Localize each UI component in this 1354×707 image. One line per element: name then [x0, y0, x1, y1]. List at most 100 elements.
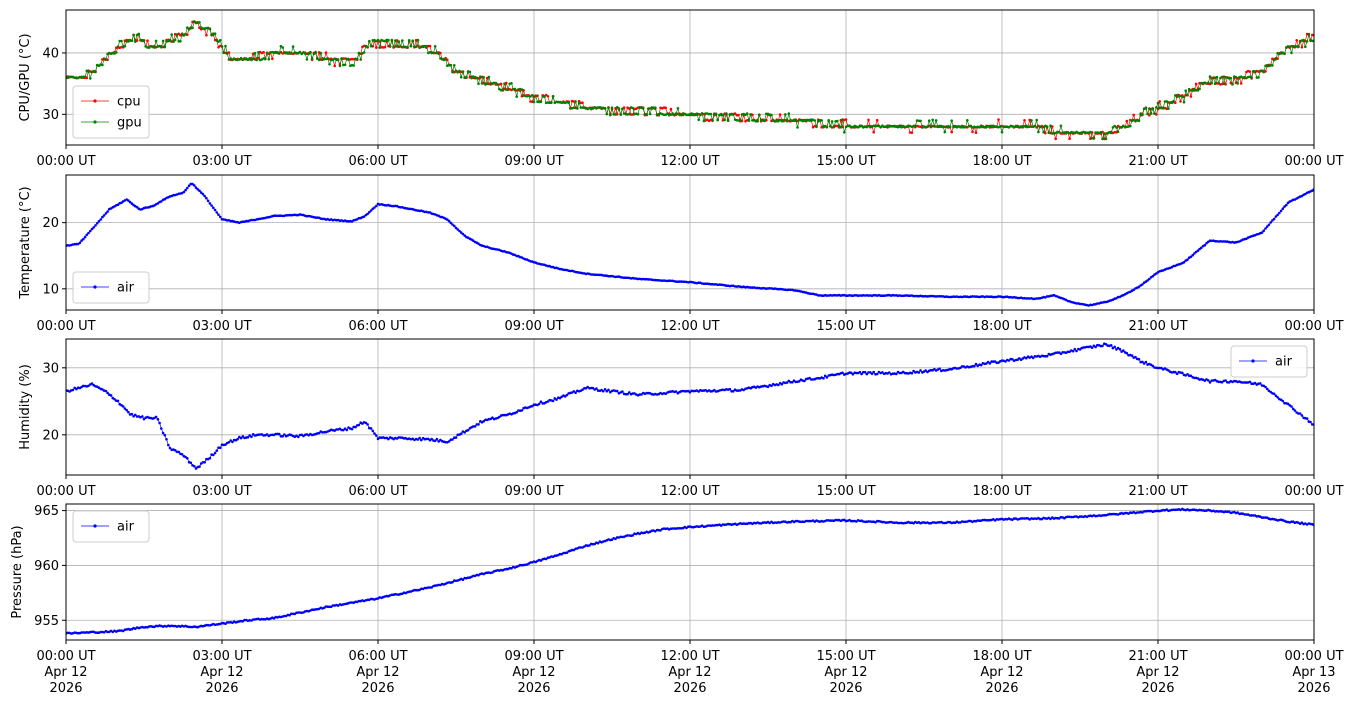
x-tick-label-line: Apr 12: [44, 665, 87, 680]
data-point: [603, 107, 607, 110]
data-point: [1279, 209, 1283, 213]
data-point: [340, 57, 343, 60]
data-point: [1283, 52, 1286, 56]
data-point: [206, 199, 210, 203]
data-point: [338, 64, 342, 68]
data-point: [605, 112, 609, 116]
data-point: [203, 461, 206, 464]
data-point: [130, 39, 134, 43]
data-point: [215, 211, 219, 214]
data-point: [797, 380, 801, 383]
data-point: [839, 126, 843, 129]
data-point: [851, 373, 855, 376]
data-point: [929, 124, 933, 128]
data-point: [1184, 89, 1187, 92]
legend-item-air: air: [81, 520, 135, 535]
data-point: [1239, 82, 1243, 85]
data-point: [499, 82, 503, 86]
x-tick-label-line: 00:00 UT: [1284, 484, 1343, 499]
data-point: [865, 372, 869, 376]
data-point: [173, 38, 177, 42]
data-point: [168, 39, 172, 43]
data-point: [219, 446, 222, 450]
data-point: [1179, 100, 1182, 103]
x-tick-label: 18:00 UT: [972, 154, 1031, 169]
data-point: [128, 200, 132, 204]
data-point: [213, 208, 217, 212]
data-point: [257, 51, 260, 54]
data-point: [409, 44, 413, 48]
x-tick-label-line: Apr 12: [824, 665, 867, 680]
data-point: [732, 390, 735, 393]
data-point: [305, 58, 309, 61]
series-markers-air: [66, 182, 1314, 307]
data-point: [290, 52, 293, 55]
data-point: [1151, 274, 1155, 278]
data-point: [867, 371, 870, 374]
data-point: [399, 45, 402, 48]
data-point: [841, 293, 844, 297]
data-point: [466, 428, 470, 432]
data-point: [520, 88, 524, 91]
y-tick-label: 960: [34, 559, 59, 574]
data-point: [477, 82, 480, 86]
data-point: [1094, 345, 1097, 349]
data-point: [836, 124, 839, 128]
data-point: [1073, 347, 1077, 351]
data-point: [118, 39, 121, 43]
data-point: [182, 190, 186, 194]
data-point: [591, 386, 595, 390]
legend-label: air: [117, 281, 135, 296]
data-point: [277, 52, 281, 55]
data-point: [1044, 354, 1047, 358]
data-point: [239, 436, 243, 440]
data-point: [154, 415, 158, 419]
data-point: [461, 578, 465, 581]
data-point: [617, 107, 621, 111]
data-point: [830, 120, 834, 123]
data-point: [250, 435, 253, 439]
data-point: [333, 64, 337, 68]
x-tick-label-line: 00:00 UT: [1284, 154, 1343, 169]
data-point: [1220, 380, 1224, 384]
data-point: [1304, 45, 1307, 49]
data-point: [120, 39, 123, 43]
data-point: [567, 101, 570, 105]
plot-area: [66, 20, 1314, 141]
x-tick-label: 18:00 UT Apr 12 2026: [972, 649, 1031, 696]
data-point: [888, 371, 891, 374]
data-point: [383, 45, 387, 49]
data-point: [87, 70, 90, 73]
x-tick-label: 12:00 UT Apr 12 2026: [660, 649, 719, 696]
data-point: [766, 385, 770, 389]
data-point: [1156, 101, 1160, 105]
grid-lines: [65, 339, 1315, 475]
legend-box: [72, 510, 150, 543]
x-tick-label: 18:00 UT: [972, 484, 1031, 499]
data-point: [1196, 249, 1200, 252]
data-point: [1234, 75, 1238, 79]
data-point: [1130, 354, 1134, 357]
data-point: [175, 34, 179, 37]
data-point: [390, 38, 394, 42]
data-point: [1168, 101, 1172, 104]
data-point: [472, 425, 475, 428]
x-tick-label-line: 2026: [205, 681, 238, 696]
data-point: [186, 457, 189, 460]
data-point: [778, 113, 782, 116]
data-point: [636, 112, 640, 116]
legend-item-air: air: [81, 281, 135, 296]
data-point: [550, 101, 553, 105]
data-point: [303, 52, 307, 55]
data-point: [1189, 374, 1193, 378]
data-point: [669, 107, 673, 111]
x-tick-label: 06:00 UT: [348, 154, 407, 169]
data-point: [1248, 380, 1252, 384]
y-tick-label: 955: [34, 614, 59, 629]
data-point: [198, 189, 201, 192]
data-point: [388, 45, 392, 48]
data-point: [539, 559, 543, 562]
data-point: [449, 63, 453, 67]
data-point: [1137, 119, 1141, 123]
